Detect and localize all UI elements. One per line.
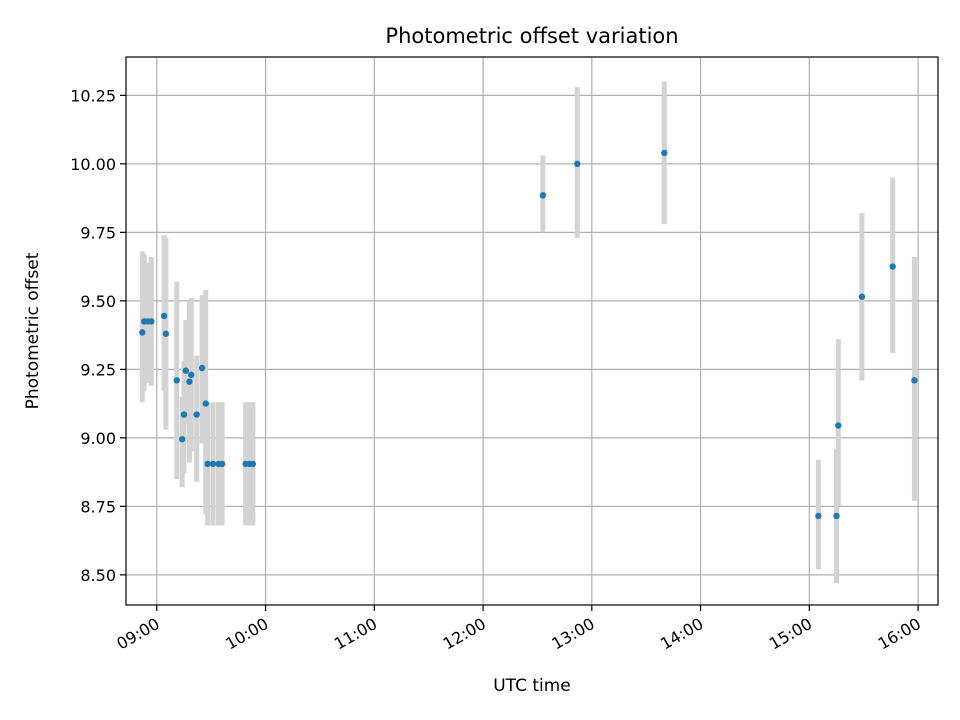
data-point-4 xyxy=(160,312,168,320)
y-axis-ticks: 8.50 8.75 9.00 9.25 9.50 9.75 10.00 10.25 xyxy=(70,86,126,585)
y-tick-label-3: 9.25 xyxy=(80,360,116,379)
y-tick-label-0: 8.50 xyxy=(80,566,116,585)
data-point-24 xyxy=(661,149,668,157)
data-point-30 xyxy=(911,377,918,384)
data-point-26 xyxy=(833,512,840,520)
y-tick-label-7: 10.25 xyxy=(70,86,116,105)
data-point-25 xyxy=(815,512,822,520)
data-point-15 xyxy=(204,460,211,468)
data-point-29 xyxy=(889,263,896,270)
data-point-5 xyxy=(162,330,170,337)
data-point-6 xyxy=(173,377,180,384)
data-point-22 xyxy=(539,192,547,199)
data-point-13 xyxy=(198,364,206,372)
data-point-12 xyxy=(193,411,200,418)
y-axis-label: Photometric offset xyxy=(23,252,43,409)
y-tick-label-4: 9.50 xyxy=(80,292,116,311)
data-point-27 xyxy=(835,422,842,429)
data-point-11 xyxy=(188,371,195,379)
data-point-3 xyxy=(148,318,155,325)
y-tick-label-1: 8.75 xyxy=(80,497,116,516)
y-tick-label-6: 10.00 xyxy=(70,155,116,174)
data-point-18 xyxy=(218,460,226,468)
plot-frame xyxy=(125,56,939,606)
data-point-8 xyxy=(180,411,188,418)
data-point-14 xyxy=(202,400,209,407)
data-point-28 xyxy=(858,293,866,300)
data-point-23 xyxy=(574,160,581,168)
x-axis-label: UTC time xyxy=(493,676,571,696)
data-points xyxy=(139,149,918,520)
y-tick-label-2: 9.00 xyxy=(80,429,116,448)
data-point-9 xyxy=(182,367,190,374)
data-point-7 xyxy=(178,436,186,443)
chart-title: Photometric offset variation xyxy=(385,24,678,48)
data-point-16 xyxy=(209,460,217,468)
data-point-0 xyxy=(139,329,146,336)
y-tick-label-5: 9.75 xyxy=(80,223,116,242)
data-point-21 xyxy=(249,460,257,468)
grid-lines xyxy=(126,57,938,605)
data-point-10 xyxy=(186,378,193,385)
